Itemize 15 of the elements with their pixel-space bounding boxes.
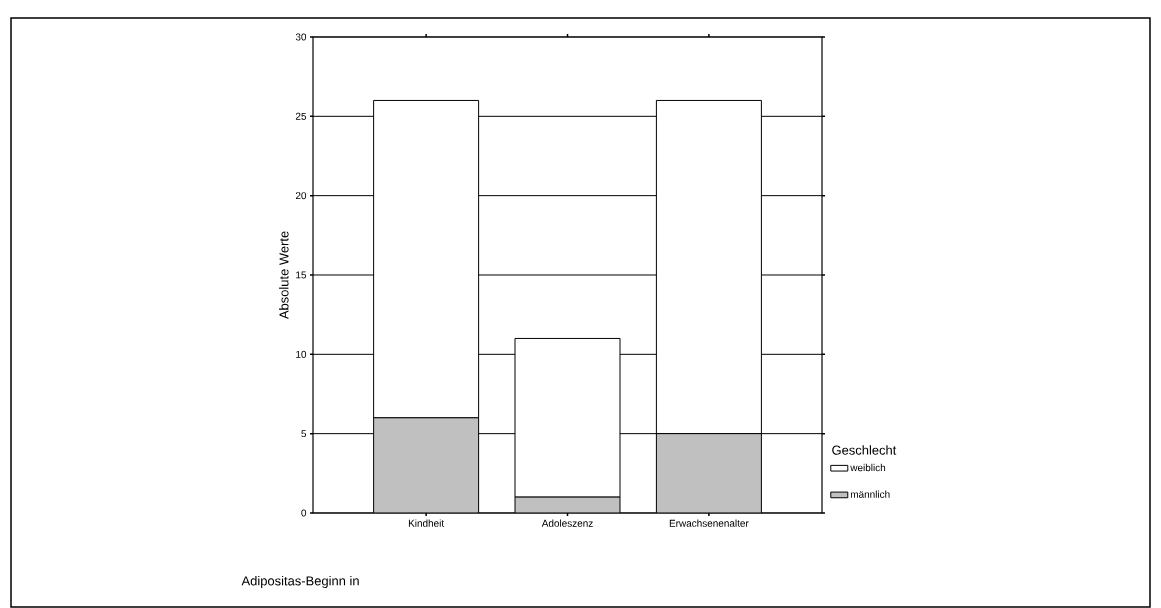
legend-label: männlich <box>850 490 890 498</box>
y-tick-label: 0 <box>301 509 307 517</box>
x-tick-label: Adoleszenz <box>541 519 593 527</box>
legend-title: Geschlecht <box>832 445 897 455</box>
x-tick-label: Kindheit <box>408 519 445 527</box>
y-tick-label: 20 <box>295 192 307 200</box>
y-tick-label: 15 <box>296 271 307 279</box>
y-tick-label: 10 <box>296 350 307 358</box>
y-axis-title: Absolute Werte <box>279 231 289 320</box>
x-tick-label: Erwachsenenalter <box>669 519 749 527</box>
text: Adipositas-Beginn in <box>241 575 359 589</box>
y-tick-label: 25 <box>295 112 307 120</box>
y-tick-label: 30 <box>295 33 307 41</box>
legend-label: weiblich <box>850 463 886 472</box>
y-tick-label: 5 <box>301 430 307 438</box>
